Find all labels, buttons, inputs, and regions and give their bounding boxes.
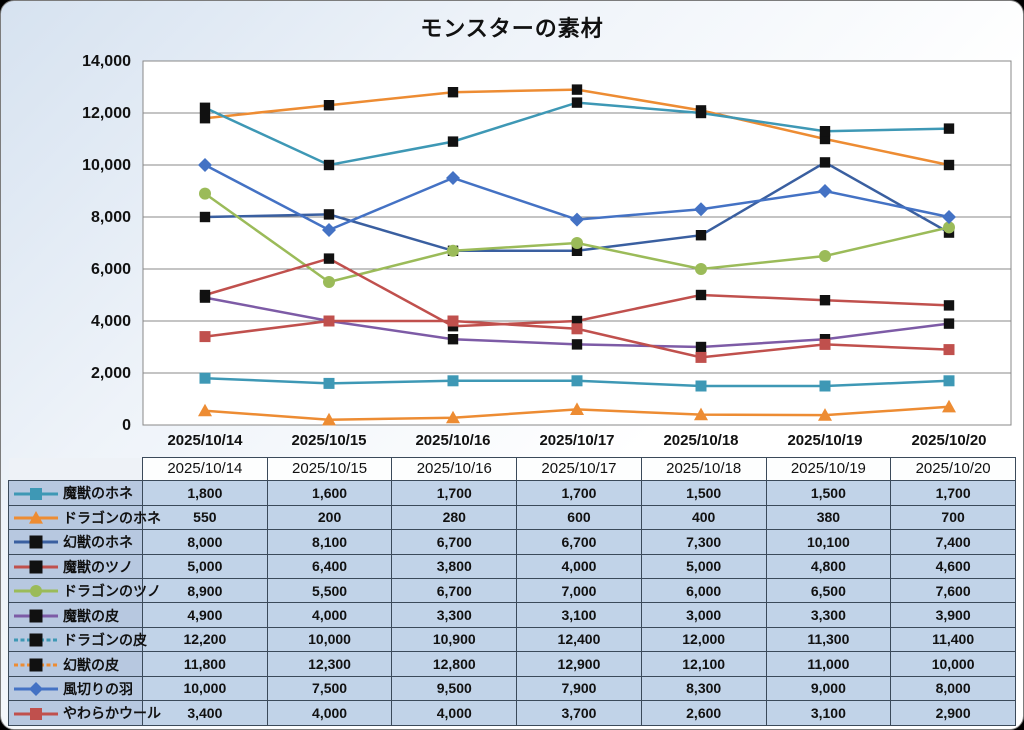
svg-text:8,000: 8,000 (91, 209, 131, 226)
svg-text:2,000: 2,000 (91, 365, 131, 382)
svg-text:2025/10/18: 2025/10/18 (663, 432, 738, 449)
svg-text:0: 0 (122, 417, 131, 434)
svg-text:2025/10/19: 2025/10/19 (787, 432, 862, 449)
svg-text:2025/10/17: 2025/10/17 (539, 432, 614, 449)
svg-text:4,000: 4,000 (91, 313, 131, 330)
svg-text:2025/10/20: 2025/10/20 (911, 432, 986, 449)
svg-text:14,000: 14,000 (82, 53, 131, 70)
svg-text:10,000: 10,000 (82, 157, 131, 174)
svg-text:2025/10/16: 2025/10/16 (415, 432, 490, 449)
svg-text:2025/10/14: 2025/10/14 (167, 432, 243, 449)
svg-text:2025/10/15: 2025/10/15 (291, 432, 366, 449)
svg-text:6,000: 6,000 (91, 261, 131, 278)
svg-text:12,000: 12,000 (82, 105, 131, 122)
